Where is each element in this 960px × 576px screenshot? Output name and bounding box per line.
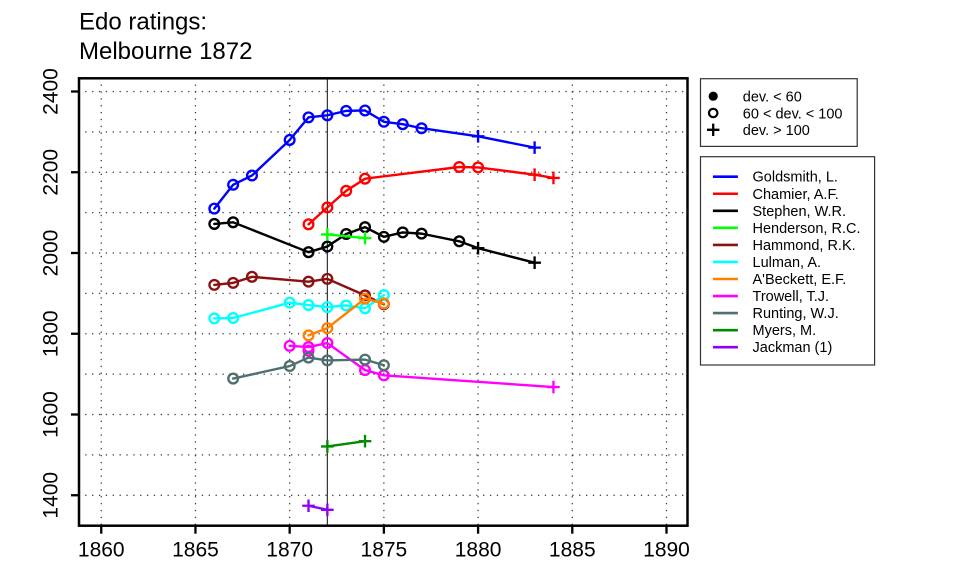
svg-text:Hammond, R.K.: Hammond, R.K.: [753, 238, 856, 254]
svg-text:Jackman (1): Jackman (1): [753, 340, 833, 356]
svg-text:Edo ratings:: Edo ratings:: [79, 9, 207, 36]
svg-text:dev. < 60: dev. < 60: [743, 90, 802, 106]
svg-text:Runting, W.J.: Runting, W.J.: [753, 306, 839, 322]
svg-text:Trowell, T.J.: Trowell, T.J.: [753, 289, 830, 305]
svg-text:1800: 1800: [40, 310, 63, 357]
svg-text:1865: 1865: [172, 539, 219, 562]
svg-text:2400: 2400: [40, 68, 63, 115]
svg-text:Myers, M.: Myers, M.: [753, 323, 817, 339]
svg-text:60 < dev. < 100: 60 < dev. < 100: [743, 106, 843, 122]
svg-text:Henderson, R.C.: Henderson, R.C.: [753, 221, 861, 237]
svg-text:2200: 2200: [40, 149, 63, 196]
svg-text:1860: 1860: [78, 539, 125, 562]
svg-text:Chamier, A.F.: Chamier, A.F.: [753, 187, 839, 203]
svg-text:1880: 1880: [455, 539, 502, 562]
svg-text:Melbourne 1872: Melbourne 1872: [79, 38, 252, 65]
svg-text:Stephen, W.R.: Stephen, W.R.: [753, 204, 847, 220]
svg-text:A'Beckett, E.F.: A'Beckett, E.F.: [753, 272, 847, 288]
svg-text:1890: 1890: [643, 539, 690, 562]
svg-text:dev. > 100: dev. > 100: [743, 123, 810, 139]
svg-text:1400: 1400: [40, 472, 63, 519]
svg-text:1885: 1885: [549, 539, 596, 562]
svg-text:1875: 1875: [361, 539, 408, 562]
svg-text:Goldsmith, L.: Goldsmith, L.: [753, 170, 838, 186]
svg-text:2000: 2000: [40, 230, 63, 277]
svg-text:Lulman, A.: Lulman, A.: [753, 255, 822, 271]
svg-text:1600: 1600: [40, 391, 63, 438]
svg-text:1870: 1870: [266, 539, 313, 562]
